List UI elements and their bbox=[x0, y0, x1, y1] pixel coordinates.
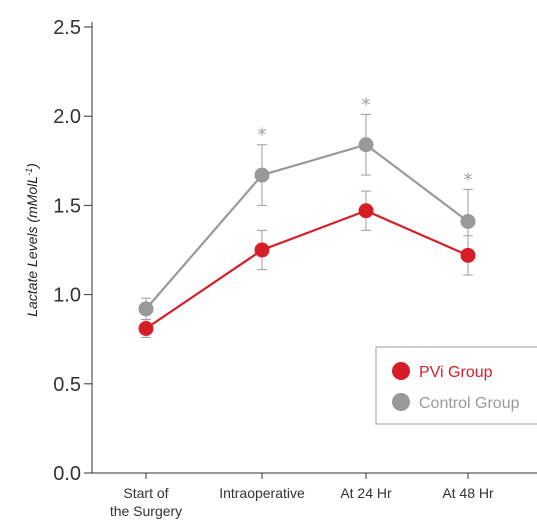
y-tick-label: 2.5 bbox=[53, 17, 81, 39]
x-tick-label: At 24 Hr bbox=[340, 485, 392, 501]
y-axis-title-close: ) bbox=[24, 163, 40, 170]
data-point bbox=[138, 320, 154, 336]
series-control-group: * * * bbox=[138, 94, 476, 321]
legend-marker bbox=[392, 362, 410, 380]
data-point bbox=[358, 203, 374, 219]
legend-label: Control Group bbox=[419, 395, 520, 412]
data-point bbox=[460, 213, 476, 229]
axes: 0.0 0.5 1.0 1.5 2.0 2.5 Start of the Surgery Int… bbox=[53, 17, 537, 519]
series-layer: * * * bbox=[138, 94, 476, 338]
legend-box bbox=[375, 346, 537, 425]
significance-marker: * bbox=[258, 125, 267, 146]
series-line bbox=[145, 209, 469, 330]
legend-marker bbox=[392, 393, 410, 411]
x-tick-label: Intraoperative bbox=[219, 485, 305, 501]
x-tick-label: At 48 Hr bbox=[442, 485, 494, 501]
x-tick-label: Start of the Surgery bbox=[110, 485, 182, 519]
series-line bbox=[145, 143, 469, 310]
series-pvi-group bbox=[138, 190, 476, 338]
y-axis-title-text: Lactate Levels (mMolL bbox=[24, 176, 40, 317]
y-axis-title: Lactate Levels (mMolL-1) bbox=[24, 163, 40, 317]
data-point bbox=[460, 247, 476, 263]
y-tick-label: 1.5 bbox=[53, 195, 81, 217]
svg-text:Lactate Levels (mMolL-1): Lactate Levels (mMolL-1) bbox=[24, 163, 40, 317]
y-tick-label: 1.0 bbox=[53, 285, 81, 307]
data-point bbox=[358, 137, 374, 153]
data-point bbox=[254, 167, 270, 183]
legend-label: PVi Group bbox=[419, 364, 493, 381]
data-point bbox=[254, 242, 270, 258]
significance-marker: * bbox=[362, 94, 371, 115]
y-tick-label: 0.5 bbox=[53, 374, 81, 396]
legend: PVi Group Control Group bbox=[375, 346, 537, 425]
y-axis-title-superscript: -1 bbox=[24, 168, 34, 176]
data-point bbox=[138, 301, 154, 317]
y-tick-label: 2.0 bbox=[53, 106, 81, 128]
y-tick-label: 0.0 bbox=[53, 463, 81, 485]
significance-marker: * bbox=[464, 169, 473, 190]
